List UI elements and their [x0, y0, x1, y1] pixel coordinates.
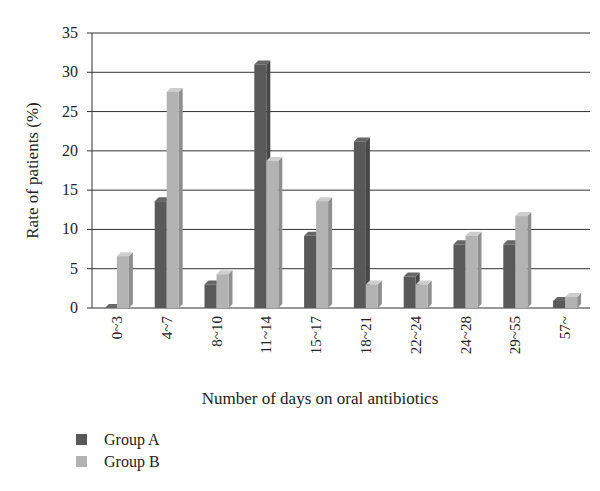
x-tick-label: 29~55 — [507, 316, 523, 354]
bar — [515, 212, 531, 308]
bar-side — [478, 232, 482, 308]
bar-side — [378, 280, 382, 308]
bar — [117, 252, 133, 308]
bar — [354, 137, 370, 308]
bar — [466, 232, 482, 308]
bar-front — [217, 274, 229, 308]
bar-top — [416, 280, 432, 284]
bar-top — [354, 137, 370, 141]
bar-top — [466, 232, 482, 236]
bar — [316, 197, 332, 308]
bar-front — [155, 201, 167, 308]
bar-front — [553, 301, 565, 308]
grid-line — [92, 72, 590, 73]
bar-front — [354, 141, 366, 308]
bar-front — [167, 92, 179, 308]
y-tick — [87, 111, 92, 112]
y-tick-label: 5 — [70, 260, 78, 277]
x-tick-label: 4~7 — [159, 316, 175, 340]
grid — [87, 33, 590, 308]
bar-side — [328, 197, 332, 308]
bar-top — [117, 252, 133, 256]
bar-front — [304, 236, 316, 308]
y-tick-label: 20 — [62, 142, 78, 159]
y-tick — [87, 33, 92, 34]
x-tick-label: 8~10 — [209, 316, 225, 347]
bar-top — [515, 212, 531, 216]
chart-container: 0 5 10 15 20 25 30 35 0~3 4~7 8~10 11~14 15~17 18~21 2… — [0, 0, 600, 491]
bar-front — [503, 244, 515, 308]
bar-front — [515, 216, 527, 308]
y-tick-label: 30 — [62, 63, 78, 80]
x-axis-label: Number of days on oral antibiotics — [202, 389, 439, 408]
bar-front — [466, 236, 478, 308]
y-tick-label: 0 — [70, 299, 78, 316]
legend: Group A Group B — [76, 431, 160, 471]
y-tick — [87, 308, 92, 309]
y-tick-label: 10 — [62, 220, 78, 237]
bar-front — [366, 284, 378, 308]
bar-front — [454, 244, 466, 308]
bars — [105, 60, 581, 308]
bar — [565, 293, 581, 308]
bar-top — [167, 88, 183, 92]
bar-front — [254, 64, 266, 308]
chart-svg: 0 5 10 15 20 25 30 35 0~3 4~7 8~10 11~14 15~17 18~21 2… — [0, 0, 600, 491]
bar-side — [527, 212, 531, 308]
bar-front — [565, 297, 577, 308]
bar — [416, 280, 432, 308]
y-tick — [87, 229, 92, 230]
bar-front — [105, 308, 117, 309]
y-axis — [92, 33, 93, 308]
y-tick — [87, 190, 92, 191]
bar-front — [117, 256, 129, 308]
legend-label: Group A — [104, 431, 160, 449]
y-tick — [87, 150, 92, 151]
bar-front — [266, 161, 278, 308]
x-tick-label: 18~21 — [358, 316, 374, 354]
legend-swatch — [76, 456, 87, 467]
bar-side — [129, 252, 133, 308]
x-tick-label: 15~17 — [308, 316, 324, 355]
x-tick-label: 11~14 — [258, 316, 274, 354]
x-tick-label: 57~ — [557, 316, 573, 339]
x-tick-label: 22~24 — [408, 316, 424, 355]
bar-front — [404, 277, 416, 308]
bar-front — [416, 284, 428, 308]
legend-label: Group B — [104, 453, 160, 471]
x-tick-label: 24~28 — [458, 316, 474, 354]
y-tick — [87, 72, 92, 73]
bar-front — [205, 284, 217, 308]
x-tick-label: 0~3 — [109, 316, 125, 339]
y-tick-label: 15 — [62, 181, 78, 198]
bar-side — [278, 157, 282, 308]
bar-side — [229, 270, 233, 308]
legend-swatch — [76, 434, 87, 445]
bar — [366, 280, 382, 308]
y-tick — [87, 268, 92, 269]
bar-side — [428, 280, 432, 308]
bar-top — [404, 273, 420, 277]
bar-top — [316, 197, 332, 201]
bar-top — [217, 270, 233, 274]
bar-top — [366, 280, 382, 284]
bar — [266, 157, 282, 308]
y-tick-label: 35 — [62, 24, 78, 41]
bar-top — [254, 60, 270, 64]
grid-line — [92, 33, 590, 34]
bar-top — [266, 157, 282, 161]
y-tick-label: 25 — [62, 103, 78, 120]
bar — [167, 88, 183, 308]
bar-top — [565, 293, 581, 297]
y-axis-label: Rate of patients (%) — [23, 102, 42, 238]
bar — [217, 270, 233, 308]
bar-side — [179, 88, 183, 308]
bar-front — [316, 201, 328, 308]
